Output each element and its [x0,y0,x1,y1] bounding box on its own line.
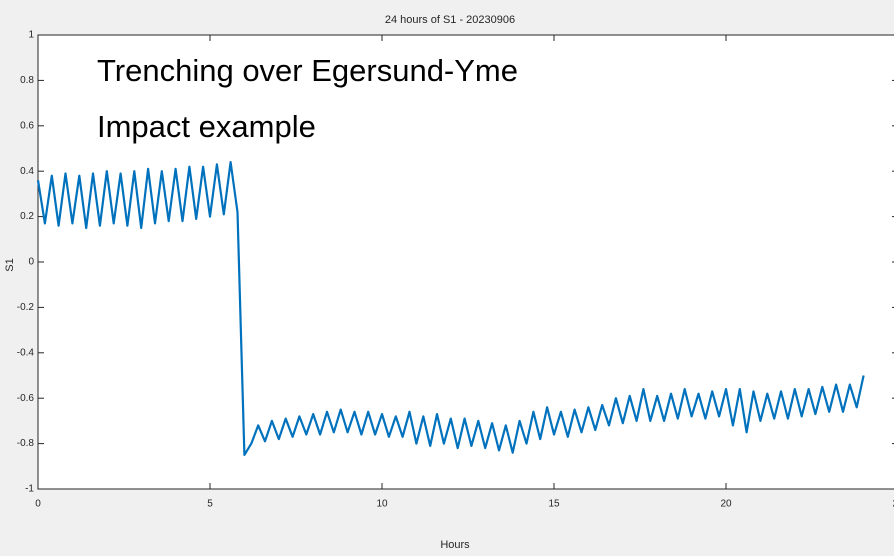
annotation: Trenching over Egersund-Yme [97,53,518,88]
y-tick-label: -0.4 [17,347,35,358]
data-line [36,161,865,456]
y-tick-label: 0.8 [20,75,34,86]
y-tick-label: -0.2 [17,302,35,313]
y-tick-label: 0 [28,257,34,268]
x-tick-label: 5 [207,499,213,510]
y-axis-label: S1 [4,258,16,271]
x-tick-label: 10 [376,499,388,510]
y-tick-label: 0.4 [20,166,34,177]
x-tick-label: 0 [35,499,41,510]
chart-title: 24 hours of S1 - 20230906 [385,14,515,26]
x-axis-label: Hours [440,539,470,551]
x-tick-label: 20 [720,499,732,510]
y-tick-label: 0.6 [20,120,34,131]
plot-area [37,34,894,490]
annotation: Impact example [97,109,316,144]
y-tick-label: -0.8 [17,438,35,449]
y-tick-label: 1 [28,30,34,41]
y-tick-label: 0.2 [20,211,34,222]
y-tick-label: -0.6 [17,393,35,404]
x-tick-label: 15 [548,499,560,510]
y-tick-label: -1 [25,484,34,495]
x-tick-label: 25 [892,499,894,510]
